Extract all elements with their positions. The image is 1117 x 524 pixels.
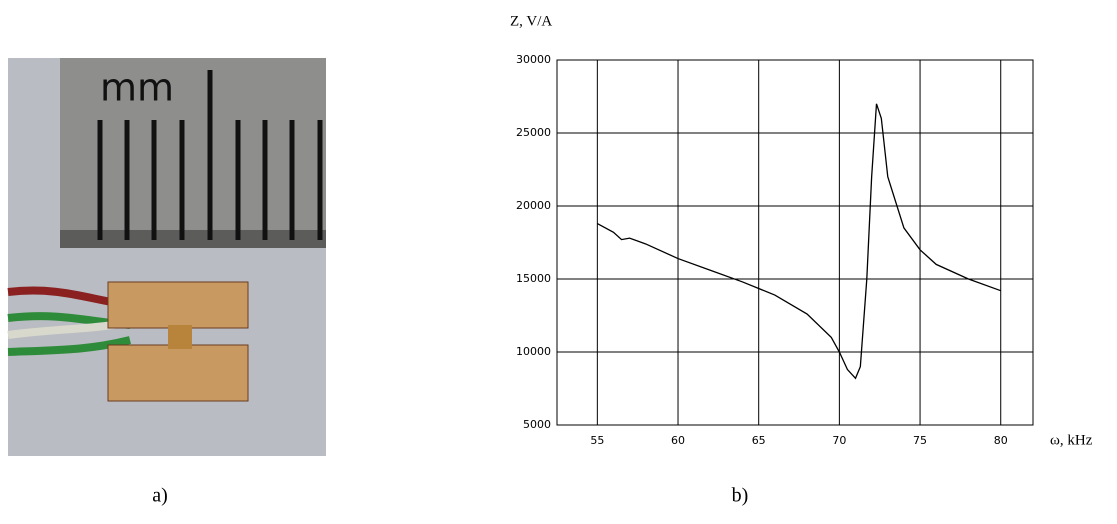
- ruler-marks: [97, 70, 323, 240]
- x-tick-label: 70: [832, 434, 846, 447]
- y-tick-label: 25000: [516, 126, 551, 139]
- ruler-label: mm: [100, 66, 174, 110]
- plot-area: [556, 59, 1034, 426]
- x-tick-label: 75: [913, 434, 927, 447]
- x-axis-label: ω, kHz: [1050, 432, 1093, 448]
- y-tick-label: 15000: [516, 272, 551, 285]
- y-axis-label: Z, V/A: [510, 13, 552, 29]
- y-tick-label: 20000: [516, 199, 551, 212]
- x-tick-label: 65: [752, 434, 766, 447]
- x-tick-label: 80: [994, 434, 1008, 447]
- caption: b): [732, 485, 749, 507]
- sensor-part: [168, 325, 192, 349]
- sensor-part: [107, 344, 249, 402]
- x-tick-label: 60: [671, 434, 685, 447]
- wire: [7, 336, 131, 356]
- ruler: [60, 58, 326, 248]
- sensor-part: [107, 281, 249, 329]
- caption: a): [152, 485, 168, 507]
- data-line: [597, 103, 1001, 380]
- y-tick-label: 5000: [523, 418, 551, 431]
- x-tick-label: 55: [590, 434, 604, 447]
- photo: mm a): [7, 58, 326, 507]
- y-tick-label: 30000: [516, 53, 551, 66]
- y-tick-label: 10000: [516, 345, 551, 358]
